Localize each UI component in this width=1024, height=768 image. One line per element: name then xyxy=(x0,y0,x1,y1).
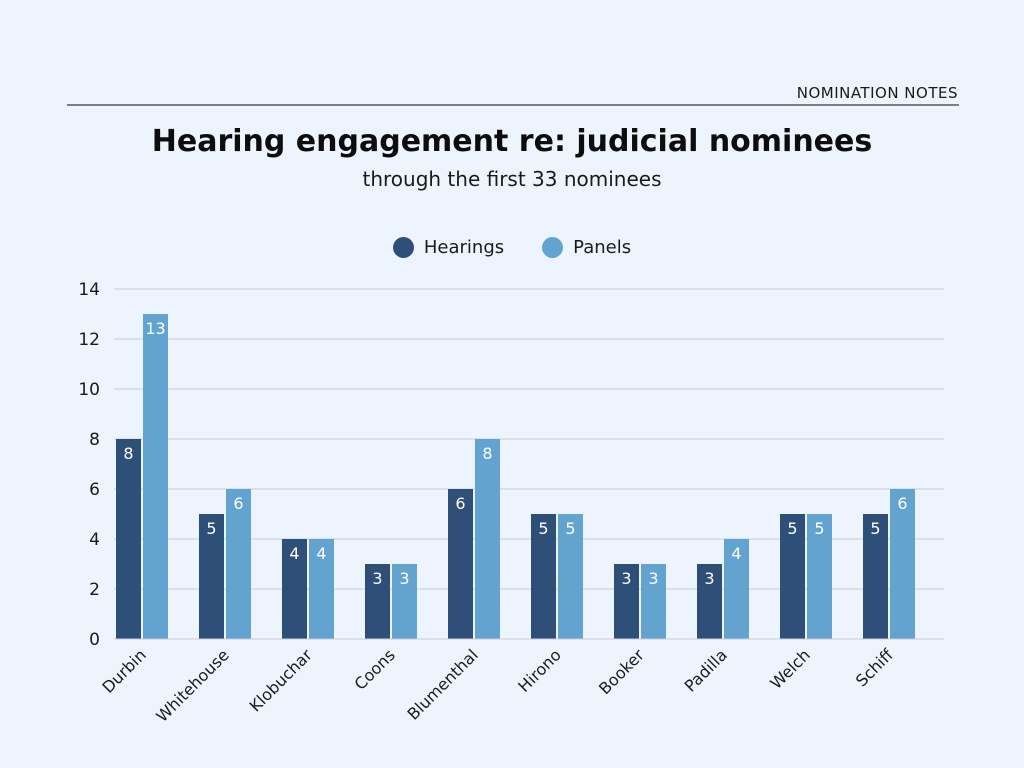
bar-hearings-whitehouse xyxy=(199,514,224,639)
legend-item-panels: Panels xyxy=(542,237,631,258)
x-category-label: Whitehouse xyxy=(152,645,232,725)
bar-hearings-coons xyxy=(365,564,390,639)
x-category-label: Padilla xyxy=(681,645,731,695)
y-tick-label: 10 xyxy=(78,380,100,400)
bar-hearings-klobuchar xyxy=(282,539,307,639)
header-divider xyxy=(67,104,959,106)
bar-hearings-blumenthal xyxy=(448,489,473,639)
bar-value-label: 8 xyxy=(482,444,492,463)
y-tick-label: 14 xyxy=(78,280,100,300)
x-category-label: Durbin xyxy=(98,645,149,696)
bar-panels-welch xyxy=(807,514,832,639)
bar-hearings-booker xyxy=(614,564,639,639)
bar-panels-schiff xyxy=(890,489,915,639)
bar-panels-whitehouse xyxy=(226,489,251,639)
legend-label-hearings: Hearings xyxy=(423,237,505,258)
x-category-label: Blumenthal xyxy=(403,645,481,723)
bar-panels-padilla xyxy=(724,539,749,639)
bar-panels-durbin xyxy=(143,314,168,639)
bar-value-label: 5 xyxy=(870,519,880,538)
bar-panels-coons xyxy=(392,564,417,639)
y-tick-label: 2 xyxy=(89,580,100,600)
legend-swatch-panels xyxy=(542,237,564,258)
bar-value-label: 13 xyxy=(145,319,165,338)
bar-value-label: 3 xyxy=(704,569,714,588)
chart-subtitle: through the first 33 nominees xyxy=(362,167,662,191)
y-tick-label: 4 xyxy=(89,530,100,550)
bar-hearings-hirono xyxy=(531,514,556,639)
bar-value-label: 6 xyxy=(233,494,243,513)
bar-value-label: 3 xyxy=(399,569,409,588)
x-category-label: Welch xyxy=(766,645,813,692)
y-tick-label: 0 xyxy=(89,630,100,650)
bar-panels-klobuchar xyxy=(309,539,334,639)
bar-value-label: 5 xyxy=(814,519,824,538)
brand-label: NOMINATION NOTES xyxy=(796,84,958,102)
x-category-label: Hirono xyxy=(514,645,565,696)
y-tick-label: 8 xyxy=(89,430,100,450)
bar-hearings-welch xyxy=(780,514,805,639)
x-category-label: Booker xyxy=(595,645,648,698)
bar-value-label: 4 xyxy=(316,544,326,563)
bar-value-label: 4 xyxy=(289,544,299,563)
x-category-label: Klobuchar xyxy=(246,645,317,716)
y-tick-label: 6 xyxy=(89,480,100,500)
bar-hearings-schiff xyxy=(863,514,888,639)
bar-panels-blumenthal xyxy=(475,439,500,639)
bar-value-label: 5 xyxy=(787,519,797,538)
x-category-label: Coons xyxy=(351,645,399,693)
bar-value-label: 3 xyxy=(648,569,658,588)
bar-value-label: 3 xyxy=(621,569,631,588)
bar-value-label: 3 xyxy=(372,569,382,588)
bar-panels-booker xyxy=(641,564,666,639)
bar-hearings-durbin xyxy=(116,439,141,639)
bar-value-label: 6 xyxy=(455,494,465,513)
bar-value-label: 8 xyxy=(123,444,133,463)
bar-value-label: 5 xyxy=(565,519,575,538)
chart-title: Hearing engagement re: judicial nominees xyxy=(151,124,873,159)
bar-panels-hirono xyxy=(558,514,583,639)
chart-legend: Hearings Panels xyxy=(0,237,1024,258)
legend-item-hearings: Hearings xyxy=(392,237,505,258)
legend-label-panels: Panels xyxy=(573,237,632,258)
x-category-label: Schiff xyxy=(852,645,898,691)
legend-swatch-hearings xyxy=(392,237,414,258)
bar-value-label: 4 xyxy=(731,544,741,563)
bar-value-label: 6 xyxy=(897,494,907,513)
bar-value-label: 5 xyxy=(538,519,548,538)
bar-hearings-padilla xyxy=(697,564,722,639)
bar-value-label: 5 xyxy=(206,519,216,538)
y-tick-label: 12 xyxy=(78,330,100,350)
